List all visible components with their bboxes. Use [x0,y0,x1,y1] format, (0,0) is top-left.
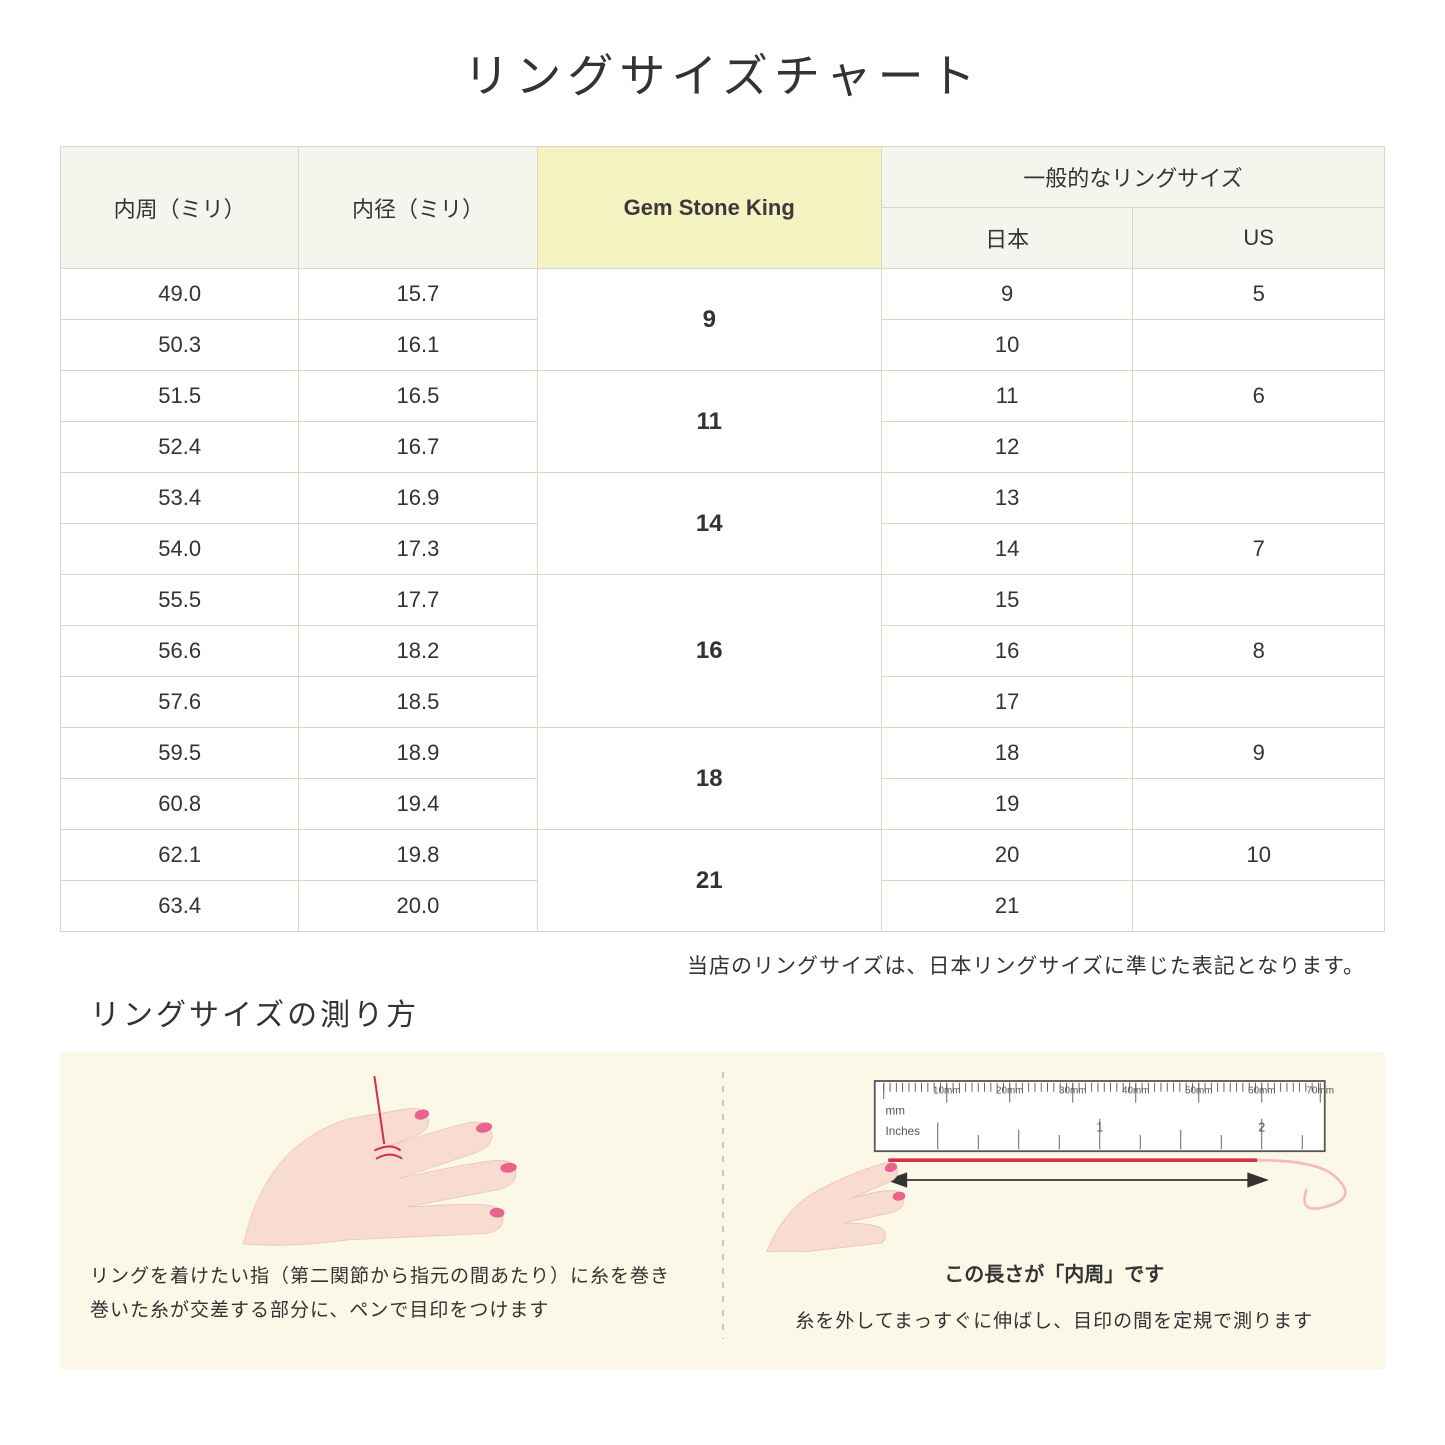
cell-diameter: 16.7 [299,422,537,473]
howto-step-1: リングを着けたい指（第二関節から指元の間あたり）に糸を巻き巻いた糸が交差する部分… [90,1072,722,1328]
table-row: 59.518.918189 [61,728,1385,779]
svg-text:Inches: Inches [885,1125,920,1138]
ruler-length-label: この長さが「内周」です [754,1258,1356,1287]
svg-text:2: 2 [1258,1120,1265,1134]
dimension-arrow [888,1174,1266,1187]
cell-japan: 12 [881,422,1133,473]
th-diameter: 内径（ミリ） [299,147,537,269]
cell-us [1133,320,1385,371]
cell-japan: 19 [881,779,1133,830]
svg-text:1: 1 [1096,1120,1103,1134]
cell-circumference: 63.4 [61,881,299,932]
th-us: US [1133,208,1385,269]
cell-diameter: 17.3 [299,524,537,575]
cell-us: 9 [1133,728,1385,779]
cell-diameter: 17.7 [299,575,537,626]
cell-us: 6 [1133,371,1385,422]
cell-circumference: 55.5 [61,575,299,626]
table-body: 49.015.799550.316.11051.516.51111652.416… [61,269,1385,932]
cell-diameter: 19.4 [299,779,537,830]
howto-title: リングサイズの測り方 [90,990,1385,1034]
cell-diameter: 20.0 [299,881,537,932]
cell-japan: 17 [881,677,1133,728]
cell-diameter: 19.8 [299,830,537,881]
svg-text:40mm: 40mm [1122,1086,1149,1097]
th-circumference: 内周（ミリ） [61,147,299,269]
table-row: 51.516.511116 [61,371,1385,422]
cell-diameter: 18.9 [299,728,537,779]
cell-japan: 16 [881,626,1133,677]
howto-panel: リングを着けたい指（第二関節から指元の間あたり）に糸を巻き巻いた糸が交差する部分… [60,1052,1385,1369]
table-row: 53.416.91413 [61,473,1385,524]
cell-circumference: 52.4 [61,422,299,473]
cell-diameter: 18.2 [299,626,537,677]
table-row: 49.015.7995 [61,269,1385,320]
cell-circumference: 59.5 [61,728,299,779]
cell-circumference: 57.6 [61,677,299,728]
svg-text:mm: mm [885,1104,904,1117]
cell-us: 8 [1133,626,1385,677]
cell-us: 10 [1133,830,1385,881]
svg-text:30mm: 30mm [1059,1086,1086,1097]
cell-us: 5 [1133,269,1385,320]
table-row: 55.517.71615 [61,575,1385,626]
th-japan: 日本 [881,208,1133,269]
cell-japan: 14 [881,524,1133,575]
cell-us: 7 [1133,524,1385,575]
cell-circumference: 56.6 [61,626,299,677]
cell-japan: 13 [881,473,1133,524]
cell-diameter: 16.5 [299,371,537,422]
size-note: 当店のリングサイズは、日本リングサイズに準じた表記となります。 [60,950,1365,980]
cell-japan: 20 [881,830,1133,881]
cell-japan: 11 [881,371,1133,422]
page-title: リングサイズチャート [60,40,1385,106]
hand-hold-icon [766,1161,905,1252]
cell-gsk: 16 [537,575,881,728]
cell-japan: 10 [881,320,1133,371]
cell-circumference: 54.0 [61,524,299,575]
cell-us [1133,575,1385,626]
cell-gsk: 14 [537,473,881,575]
cell-circumference: 50.3 [61,320,299,371]
svg-text:10mm: 10mm [933,1086,960,1097]
table-row: 62.119.8212010 [61,830,1385,881]
cell-us [1133,473,1385,524]
cell-circumference: 49.0 [61,269,299,320]
cell-gsk: 11 [537,371,881,473]
svg-text:50mm: 50mm [1185,1086,1212,1097]
cell-gsk: 18 [537,728,881,830]
cell-gsk: 21 [537,830,881,932]
cell-gsk: 9 [537,269,881,371]
cell-diameter: 18.5 [299,677,537,728]
ring-size-table: 内周（ミリ） 内径（ミリ） Gem Stone King 一般的なリングサイズ … [60,146,1385,932]
cell-us [1133,881,1385,932]
cell-japan: 21 [881,881,1133,932]
cell-diameter: 16.1 [299,320,537,371]
cell-us [1133,422,1385,473]
cell-circumference: 53.4 [61,473,299,524]
cell-us [1133,779,1385,830]
ruler-icon: 10mm 20mm 30mm 40mm 50mm 60mm 70mm mm In… [874,1081,1333,1151]
svg-text:70mm: 70mm [1306,1086,1333,1097]
cell-us [1133,677,1385,728]
svg-text:20mm: 20mm [996,1086,1023,1097]
th-general-group: 一般的なリングサイズ [881,147,1384,208]
cell-diameter: 16.9 [299,473,537,524]
svg-text:60mm: 60mm [1248,1086,1275,1097]
howto-caption-2: 糸を外してまっすぐに伸ばし、目印の間を定規で測ります [754,1305,1356,1339]
cell-japan: 18 [881,728,1133,779]
cell-diameter: 15.7 [299,269,537,320]
cell-circumference: 62.1 [61,830,299,881]
howto-step-2: 10mm 20mm 30mm 40mm 50mm 60mm 70mm mm In… [724,1072,1356,1339]
howto-caption-1: リングを着けたい指（第二関節から指元の間あたり）に糸を巻き巻いた糸が交差する部分… [90,1260,692,1328]
ruler-measure-illustration: 10mm 20mm 30mm 40mm 50mm 60mm 70mm mm In… [754,1072,1356,1252]
cell-japan: 9 [881,269,1133,320]
th-gsk: Gem Stone King [537,147,881,269]
cell-japan: 15 [881,575,1133,626]
cell-circumference: 51.5 [61,371,299,422]
thread-swirl [1257,1160,1345,1208]
hand-wrap-illustration [90,1072,692,1252]
cell-circumference: 60.8 [61,779,299,830]
